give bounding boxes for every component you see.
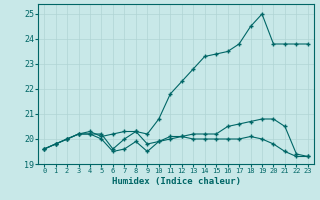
X-axis label: Humidex (Indice chaleur): Humidex (Indice chaleur) (111, 177, 241, 186)
